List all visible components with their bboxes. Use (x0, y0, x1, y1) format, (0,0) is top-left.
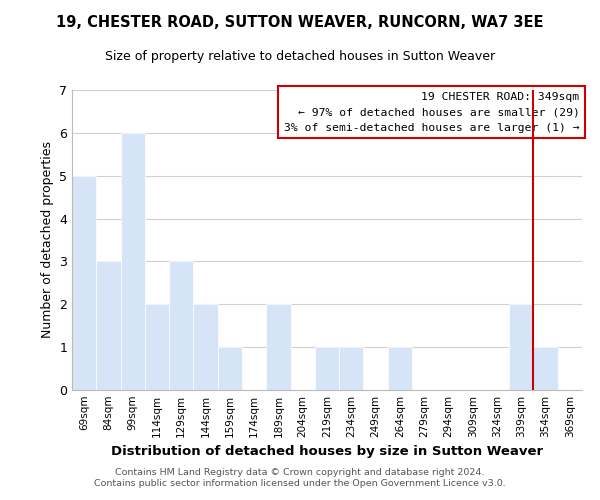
Bar (266, 304, 290, 390)
Text: Size of property relative to detached houses in Sutton Weaver: Size of property relative to detached ho… (105, 50, 495, 63)
Bar (509, 304, 533, 390)
Bar (533, 347, 558, 390)
Bar (193, 304, 218, 390)
Bar (315, 347, 339, 390)
Bar (339, 347, 364, 390)
Text: 19 CHESTER ROAD: 349sqm
← 97% of detached houses are smaller (29)
3% of semi-det: 19 CHESTER ROAD: 349sqm ← 97% of detache… (284, 92, 580, 132)
Bar (72, 176, 96, 390)
Bar (96, 262, 121, 390)
Bar (169, 262, 193, 390)
Bar (218, 347, 242, 390)
Text: 19, CHESTER ROAD, SUTTON WEAVER, RUNCORN, WA7 3EE: 19, CHESTER ROAD, SUTTON WEAVER, RUNCORN… (56, 15, 544, 30)
Text: Contains HM Land Registry data © Crown copyright and database right 2024.
Contai: Contains HM Land Registry data © Crown c… (94, 468, 506, 487)
Bar (388, 347, 412, 390)
Bar (145, 304, 169, 390)
X-axis label: Distribution of detached houses by size in Sutton Weaver: Distribution of detached houses by size … (111, 446, 543, 458)
Bar (121, 133, 145, 390)
Y-axis label: Number of detached properties: Number of detached properties (41, 142, 53, 338)
